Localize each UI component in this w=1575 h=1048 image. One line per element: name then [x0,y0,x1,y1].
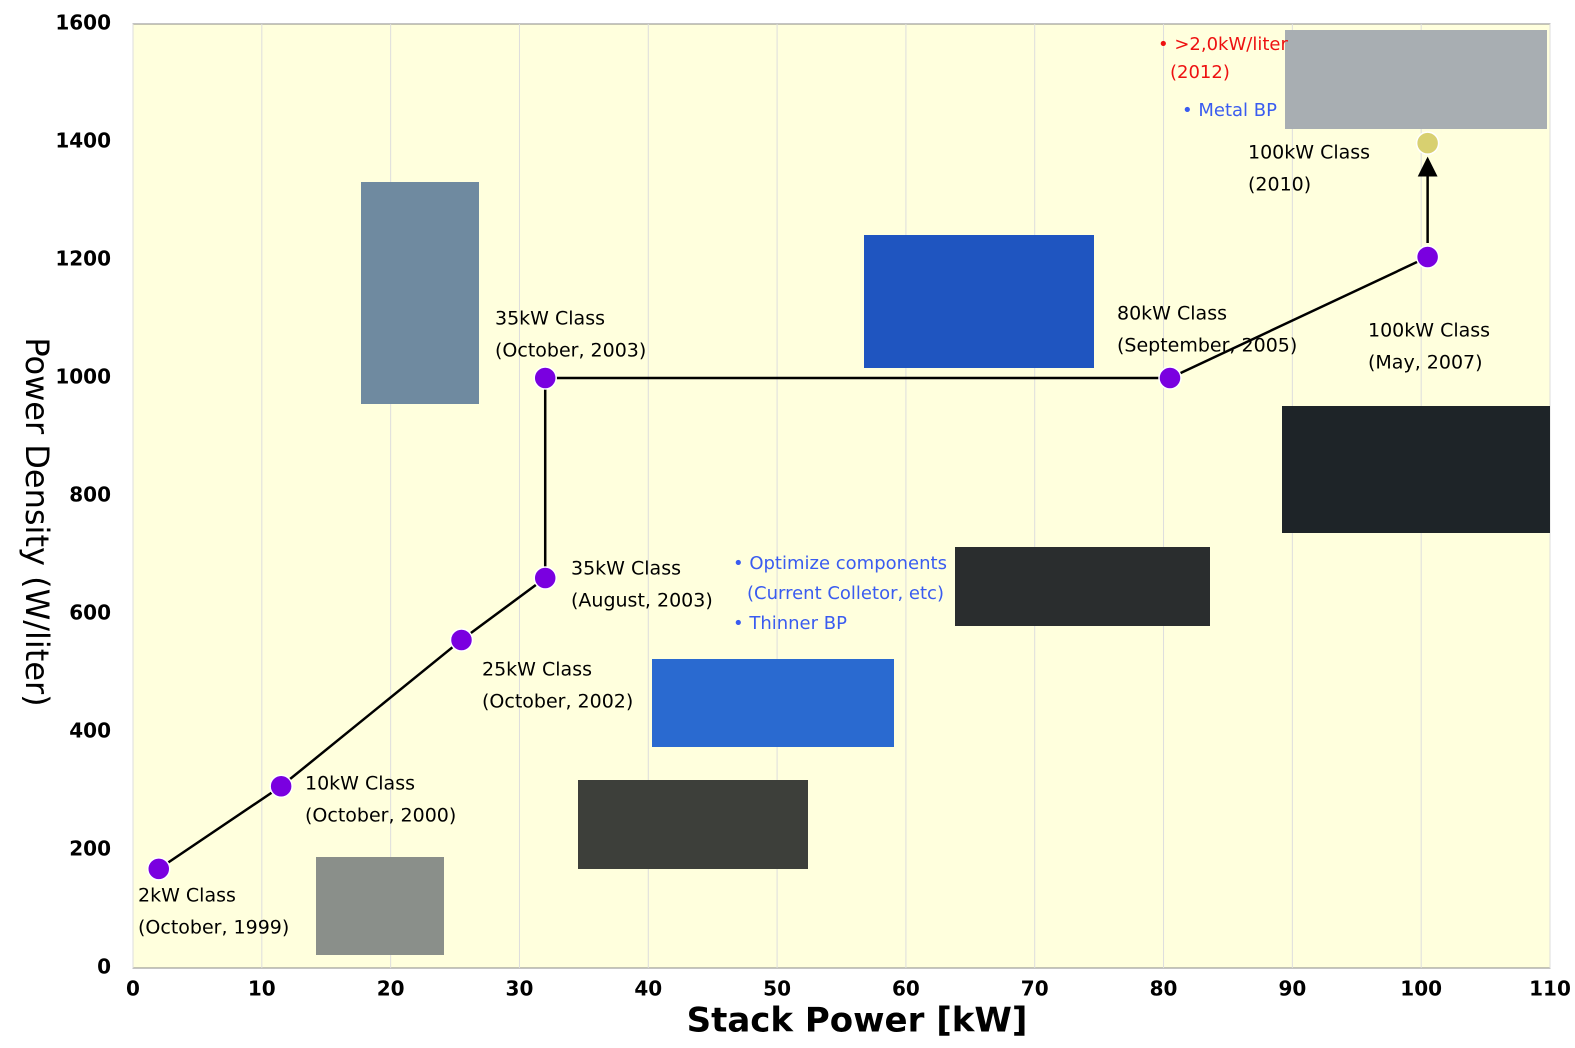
annotation: 100kW Class [1368,320,1490,342]
annotation: 35kW Class [571,558,681,580]
point [1417,132,1439,154]
x-tick-label: 110 [1529,977,1571,1001]
annotation: (October, 2003) [495,340,646,362]
annotation: 35kW Class [495,308,605,330]
annotation: (May, 2007) [1368,352,1483,374]
x-tick-label: 30 [506,977,534,1001]
x-tick-label: 90 [1278,977,1306,1001]
annotation: 2kW Class [138,885,236,907]
y-tick-label: 400 [69,719,111,743]
x-tick-label: 70 [1021,977,1049,1001]
y-tick-label: 1000 [55,365,111,389]
x-tick-label: 20 [377,977,405,1001]
x-tick-label: 80 [1150,977,1178,1001]
note: (2012) [1170,62,1230,83]
photo [361,182,479,404]
y-tick-label: 800 [69,483,111,507]
point [534,567,556,589]
annotation: 80kW Class [1117,303,1227,325]
y-tick-label: 1600 [55,11,111,35]
photo [955,547,1210,626]
point [270,775,292,797]
note: (Current Colletor, etc) [747,583,944,604]
photo [1285,30,1547,129]
photo [578,780,808,869]
annotation: 100kW Class [1248,142,1370,164]
page: Stack Power [kW] Power Density (W/liter)… [0,0,1575,1044]
y-tick-label: 1200 [55,247,111,271]
point [534,367,556,389]
x-tick-label: 100 [1400,977,1442,1001]
annotation: (August, 2003) [571,590,713,612]
annotation: 25kW Class [482,659,592,681]
x-tick-label: 0 [126,977,140,1001]
photo [316,857,444,955]
annotation: 10kW Class [305,773,415,795]
x-tick-label: 50 [763,977,791,1001]
note: • >2,0kW/liter [1158,34,1288,55]
x-tick-label: 60 [892,977,920,1001]
x-axis-title: Stack Power [kW] [687,1001,1028,1041]
annotation: (October, 2000) [305,805,456,827]
point [148,858,170,880]
point [450,629,472,651]
y-tick-label: 0 [97,955,111,979]
annotation: (October, 2002) [482,691,633,713]
x-tick-label: 10 [248,977,276,1001]
y-axis-title: Power Density (W/liter) [18,337,56,706]
note: • Thinner BP [733,613,847,634]
annotation: (September, 2005) [1117,335,1297,357]
chart: Stack Power [kW] Power Density (W/liter)… [0,0,1575,1044]
note: • Metal BP [1182,100,1277,121]
photo [864,235,1094,368]
photo [652,659,894,747]
x-tick-label: 40 [634,977,662,1001]
point [1159,367,1181,389]
photo [1282,406,1550,533]
annotation: (2010) [1248,174,1311,196]
annotation: (October, 1999) [138,917,289,939]
note: • Optimize components [733,553,947,574]
y-tick-label: 200 [69,837,111,861]
y-tick-label: 600 [69,601,111,625]
point [1417,246,1439,268]
y-tick-label: 1400 [55,129,111,153]
